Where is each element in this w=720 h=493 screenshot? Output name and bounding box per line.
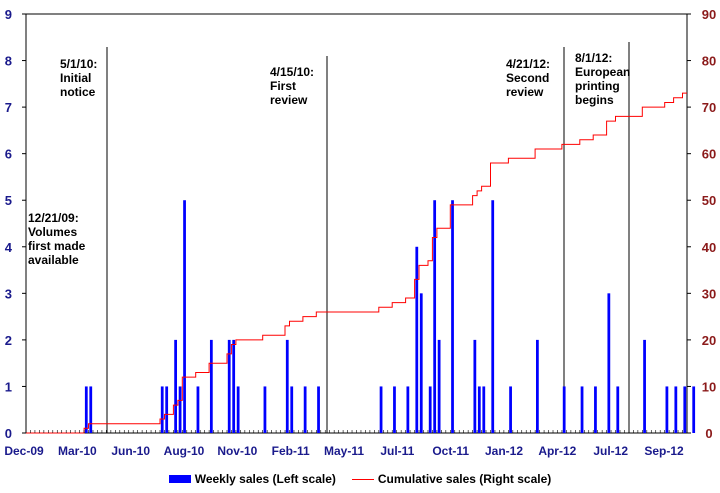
event-annotation: 4/21/12: Second review <box>506 57 550 99</box>
weekly-sales-bar <box>419 293 423 433</box>
weekly-sales-bar <box>643 339 646 433</box>
event-annotation: 5/1/10: Initial notice <box>60 57 97 99</box>
bar-series <box>84 200 696 433</box>
weekly-sales-bar <box>406 386 410 433</box>
x-tick-label: Aug-10 <box>164 444 205 458</box>
right-tick-label: 30 <box>702 286 716 301</box>
weekly-sales-bar <box>580 386 584 433</box>
weekly-sales-bar <box>674 386 678 433</box>
right-tick-label: 50 <box>702 193 716 208</box>
weekly-sales-bar <box>428 386 432 433</box>
x-tick-label: May-11 <box>324 444 364 458</box>
weekly-sales-bar <box>285 339 289 433</box>
weekly-sales-bar <box>290 386 294 433</box>
x-tick-label: Jul-12 <box>593 444 628 458</box>
left-tick-label: 1 <box>5 379 12 394</box>
x-tick-label: Jan-12 <box>485 444 523 458</box>
right-tick-label: 20 <box>702 333 716 348</box>
weekly-sales-bar <box>183 200 186 433</box>
weekly-sales-bar <box>236 386 240 433</box>
right-tick-label: 10 <box>702 379 716 394</box>
legend-line-label: Cumulative sales (Right scale) <box>377 472 552 486</box>
weekly-sales-bar <box>562 386 566 433</box>
weekly-sales-bar <box>616 386 620 433</box>
weekly-sales-bar <box>209 339 213 433</box>
weekly-sales-bar <box>482 386 486 433</box>
right-tick-label: 90 <box>702 7 716 22</box>
weekly-sales-bar <box>393 386 396 433</box>
weekly-sales-bar <box>415 246 419 433</box>
weekly-sales-bar <box>263 386 267 433</box>
line-series <box>26 92 687 434</box>
right-tick-label: 80 <box>702 54 716 69</box>
legend-item-cumulative: Cumulative sales (Right scale) <box>351 472 552 486</box>
legend-line-swatch <box>351 478 374 480</box>
weekly-sales-bar <box>379 386 383 433</box>
weekly-sales-bar <box>317 386 320 433</box>
weekly-sales-bar <box>232 339 236 433</box>
weekly-sales-bar <box>477 386 481 433</box>
left-tick-label: 8 <box>5 54 12 69</box>
weekly-sales-bar <box>196 386 200 433</box>
legend-bar-label: Weekly sales (Left scale) <box>194 472 336 486</box>
x-tick-label: Oct-11 <box>432 444 469 458</box>
x-tick-label: Nov-10 <box>217 444 257 458</box>
legend: Weekly sales (Left scale) Cumulative sal… <box>0 468 720 490</box>
weekly-sales-bar <box>437 339 441 433</box>
x-tick-label: Sep-12 <box>644 444 684 458</box>
x-tick-label: Jun-10 <box>111 444 150 458</box>
weekly-sales-bar <box>84 386 88 433</box>
event-annotation: 8/1/12: European printing begins <box>575 51 630 107</box>
right-tick-label: 70 <box>702 100 716 115</box>
left-tick-label: 7 <box>5 100 12 115</box>
event-annotation: 4/15/10: First review <box>270 65 314 107</box>
right-tick-label: 60 <box>702 147 716 162</box>
left-tick-label: 9 <box>5 7 12 22</box>
weekly-sales-bar <box>451 200 454 433</box>
chart-svg: 12/21/09: Volumes first made available 5/1/1… <box>4 7 716 458</box>
cumulative-sales-line <box>26 92 687 434</box>
x-tick-label: Feb-11 <box>272 444 310 458</box>
weekly-sales-bar <box>535 339 539 433</box>
weekly-sales-bar <box>491 200 495 433</box>
weekly-sales-bar <box>165 386 169 433</box>
plot-area <box>25 13 688 434</box>
x-tick-label: Dec-09 <box>4 444 44 458</box>
weekly-sales-bar <box>174 339 178 433</box>
weekly-sales-bar <box>227 339 231 433</box>
weekly-sales-bar <box>683 386 687 433</box>
left-tick-label: 0 <box>5 426 12 441</box>
weekly-sales-bar <box>665 386 669 433</box>
left-tick-label: 6 <box>5 147 12 162</box>
weekly-sales-bar <box>89 386 93 433</box>
weekly-sales-bar <box>607 293 611 433</box>
legend-item-weekly: Weekly sales (Left scale) <box>168 472 336 486</box>
right-tick-label: 0 <box>705 426 712 441</box>
weekly-sales-bar <box>160 386 164 433</box>
weekly-sales-bar <box>692 386 696 433</box>
left-tick-label: 5 <box>5 193 12 208</box>
event-annotation: 12/21/09: Volumes first made available <box>28 211 86 267</box>
x-tick-label: Mar-10 <box>58 444 97 458</box>
legend-bar-swatch <box>168 475 191 483</box>
x-tick-label: Jul-11 <box>380 444 414 458</box>
x-tick-label: Apr-12 <box>538 444 576 458</box>
right-tick-label: 40 <box>702 240 716 255</box>
annotation-layer: 12/21/09: Volumes first made available 5/1/1… <box>28 42 630 433</box>
weekly-sales-bar <box>473 339 477 433</box>
weekly-sales-bar <box>594 386 597 433</box>
weekly-sales-bar <box>178 386 182 433</box>
left-tick-label: 4 <box>5 240 13 255</box>
weekly-sales-bar <box>303 386 307 433</box>
left-tick-label: 2 <box>5 333 12 348</box>
weekly-sales-bar <box>433 200 437 433</box>
left-tick-label: 3 <box>5 286 12 301</box>
weekly-sales-bar <box>509 386 512 433</box>
